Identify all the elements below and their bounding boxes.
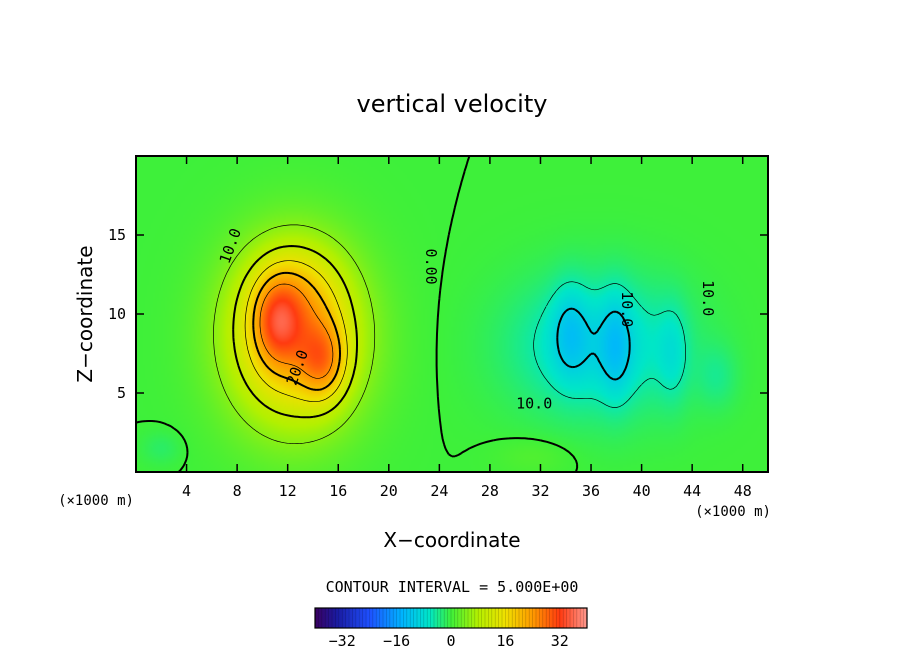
contour-level-5 bbox=[213, 224, 376, 445]
x-tick-label: 32 bbox=[531, 482, 549, 500]
y-tick-label: 10 bbox=[108, 305, 126, 323]
x-tick-label: 8 bbox=[233, 482, 242, 500]
colorbar-tick-label: 0 bbox=[446, 632, 455, 650]
contour-label: 10.0 bbox=[699, 280, 717, 316]
contour-interval-label: CONTOUR INTERVAL = 5.000E+00 bbox=[326, 578, 579, 596]
x-tick-label: 40 bbox=[633, 482, 651, 500]
x-tick-label: 44 bbox=[683, 482, 701, 500]
x-unit-right: (×1000 m) bbox=[695, 504, 771, 520]
colorbar-frame bbox=[314, 607, 588, 629]
contour-label: 10.0 bbox=[618, 291, 636, 327]
x-tick-label: 24 bbox=[430, 482, 448, 500]
x-unit-left: (×1000 m) bbox=[58, 493, 134, 509]
contour-level-20 bbox=[252, 271, 341, 391]
contour-label: 0.00 bbox=[422, 249, 440, 285]
colorbar-bins bbox=[318, 608, 584, 628]
contour-level-25 bbox=[259, 283, 334, 379]
y-tick-label: 5 bbox=[117, 384, 126, 402]
contour-level-10 bbox=[232, 245, 358, 419]
contour-label: 10.0 bbox=[516, 395, 552, 413]
x-axis-label: X−coordinate bbox=[383, 528, 520, 552]
x-tick-label: 36 bbox=[582, 482, 600, 500]
x-tick-label: 12 bbox=[279, 482, 297, 500]
heatmap-field bbox=[136, 156, 768, 472]
colorbar-gradient bbox=[315, 608, 587, 628]
chart-title: vertical velocity bbox=[357, 90, 548, 118]
y-tick-label: 15 bbox=[108, 226, 126, 244]
x-tick-label: 16 bbox=[329, 482, 347, 500]
colorbar-tick-label: −16 bbox=[383, 632, 410, 650]
x-tick-label: 48 bbox=[734, 482, 752, 500]
y-axis-label: Z−coordinate bbox=[73, 245, 97, 382]
x-tick-label: 20 bbox=[380, 482, 398, 500]
contour-level-15 bbox=[244, 260, 348, 403]
contour-level-neg10 bbox=[556, 307, 631, 381]
colorbar-tick-label: 16 bbox=[496, 632, 514, 650]
colorbar-ticks: −32 −16 0 16 32 bbox=[329, 632, 569, 650]
x-tick-label: 4 bbox=[182, 482, 191, 500]
colorbar-tick-label: 32 bbox=[551, 632, 569, 650]
x-tick-label: 28 bbox=[481, 482, 499, 500]
colorbar: −32 −16 0 16 32 bbox=[314, 607, 588, 650]
colorbar-tick-label: −32 bbox=[329, 632, 356, 650]
contour-level-neg5 bbox=[533, 281, 686, 408]
